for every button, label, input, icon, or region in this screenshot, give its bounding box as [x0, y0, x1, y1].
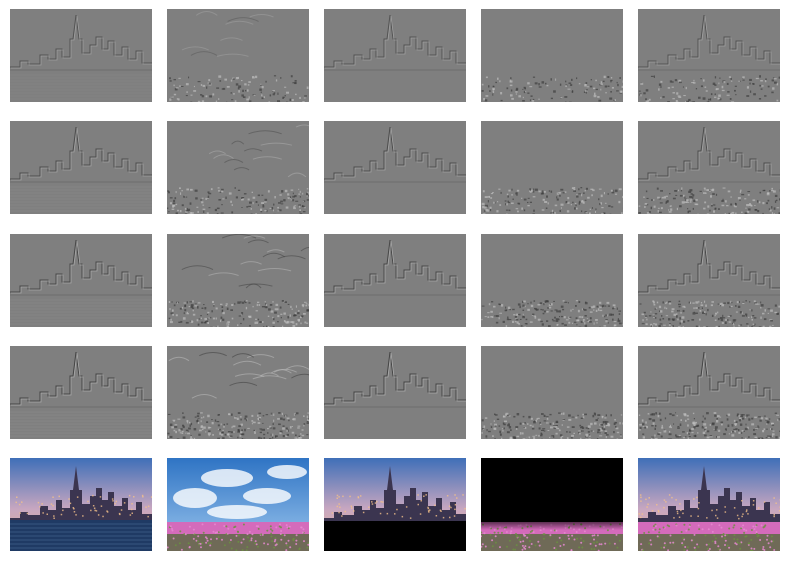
tile-detail-level-2-skyline — [10, 121, 152, 214]
tile-detail-level-3-skyline — [10, 234, 152, 327]
tile-detail-level-4-black-top-flower-bottom — [481, 346, 623, 439]
tile-image — [638, 121, 780, 214]
tile-detail-level-3-skyline-over-flowers — [638, 234, 780, 327]
tile-image — [10, 234, 152, 327]
tile-image — [167, 458, 309, 551]
tile-image — [481, 346, 623, 439]
tile-image — [638, 346, 780, 439]
tile-image — [324, 346, 466, 439]
tile-detail-level-1-flower-field — [167, 9, 309, 102]
tile-detail-level-2-skyline-top-black-bottom — [324, 121, 466, 214]
tile-detail-level-4-skyline-top-black-bottom — [324, 346, 466, 439]
tile-detail-level-1-skyline — [10, 9, 152, 102]
tile-detail-level-3-black-top-flower-bottom — [481, 234, 623, 327]
tile-detail-level-2-black-top-flower-bottom — [481, 121, 623, 214]
tile-image — [324, 234, 466, 327]
tile-image — [638, 458, 780, 551]
tile-image — [324, 458, 466, 551]
tile-detail-level-4-flower-field — [167, 346, 309, 439]
tile-detail-level-4-skyline — [10, 346, 152, 439]
tile-image — [10, 9, 152, 102]
tile-color-image-skyline-top-black-bottom — [324, 458, 466, 551]
tile-detail-level-4-skyline-over-flowers — [638, 346, 780, 439]
tile-image — [167, 346, 309, 439]
tile-image — [638, 9, 780, 102]
tile-color-image-black-top-flower-bottom — [481, 458, 623, 551]
tile-image — [481, 458, 623, 551]
tile-detail-level-3-skyline-top-black-bottom — [324, 234, 466, 327]
tile-detail-level-1-skyline-over-flowers — [638, 9, 780, 102]
tile-detail-level-1-black-top-flower-bottom — [481, 9, 623, 102]
tile-image — [481, 9, 623, 102]
tile-color-image-skyline-over-flowers — [638, 458, 780, 551]
tile-image — [481, 121, 623, 214]
tile-image — [324, 121, 466, 214]
tile-detail-level-1-skyline-top-black-bottom — [324, 9, 466, 102]
tile-detail-level-2-flower-field — [167, 121, 309, 214]
tile-image — [10, 121, 152, 214]
tile-detail-level-2-skyline-over-flowers — [638, 121, 780, 214]
tile-color-image-flower-field — [167, 458, 309, 551]
tile-image — [167, 234, 309, 327]
tile-detail-level-3-flower-field — [167, 234, 309, 327]
tile-color-image-skyline — [10, 458, 152, 551]
tile-image — [481, 234, 623, 327]
tile-image — [167, 121, 309, 214]
tile-image — [10, 458, 152, 551]
tile-image — [10, 346, 152, 439]
tile-image — [638, 234, 780, 327]
tile-image — [167, 9, 309, 102]
tile-image — [324, 9, 466, 102]
